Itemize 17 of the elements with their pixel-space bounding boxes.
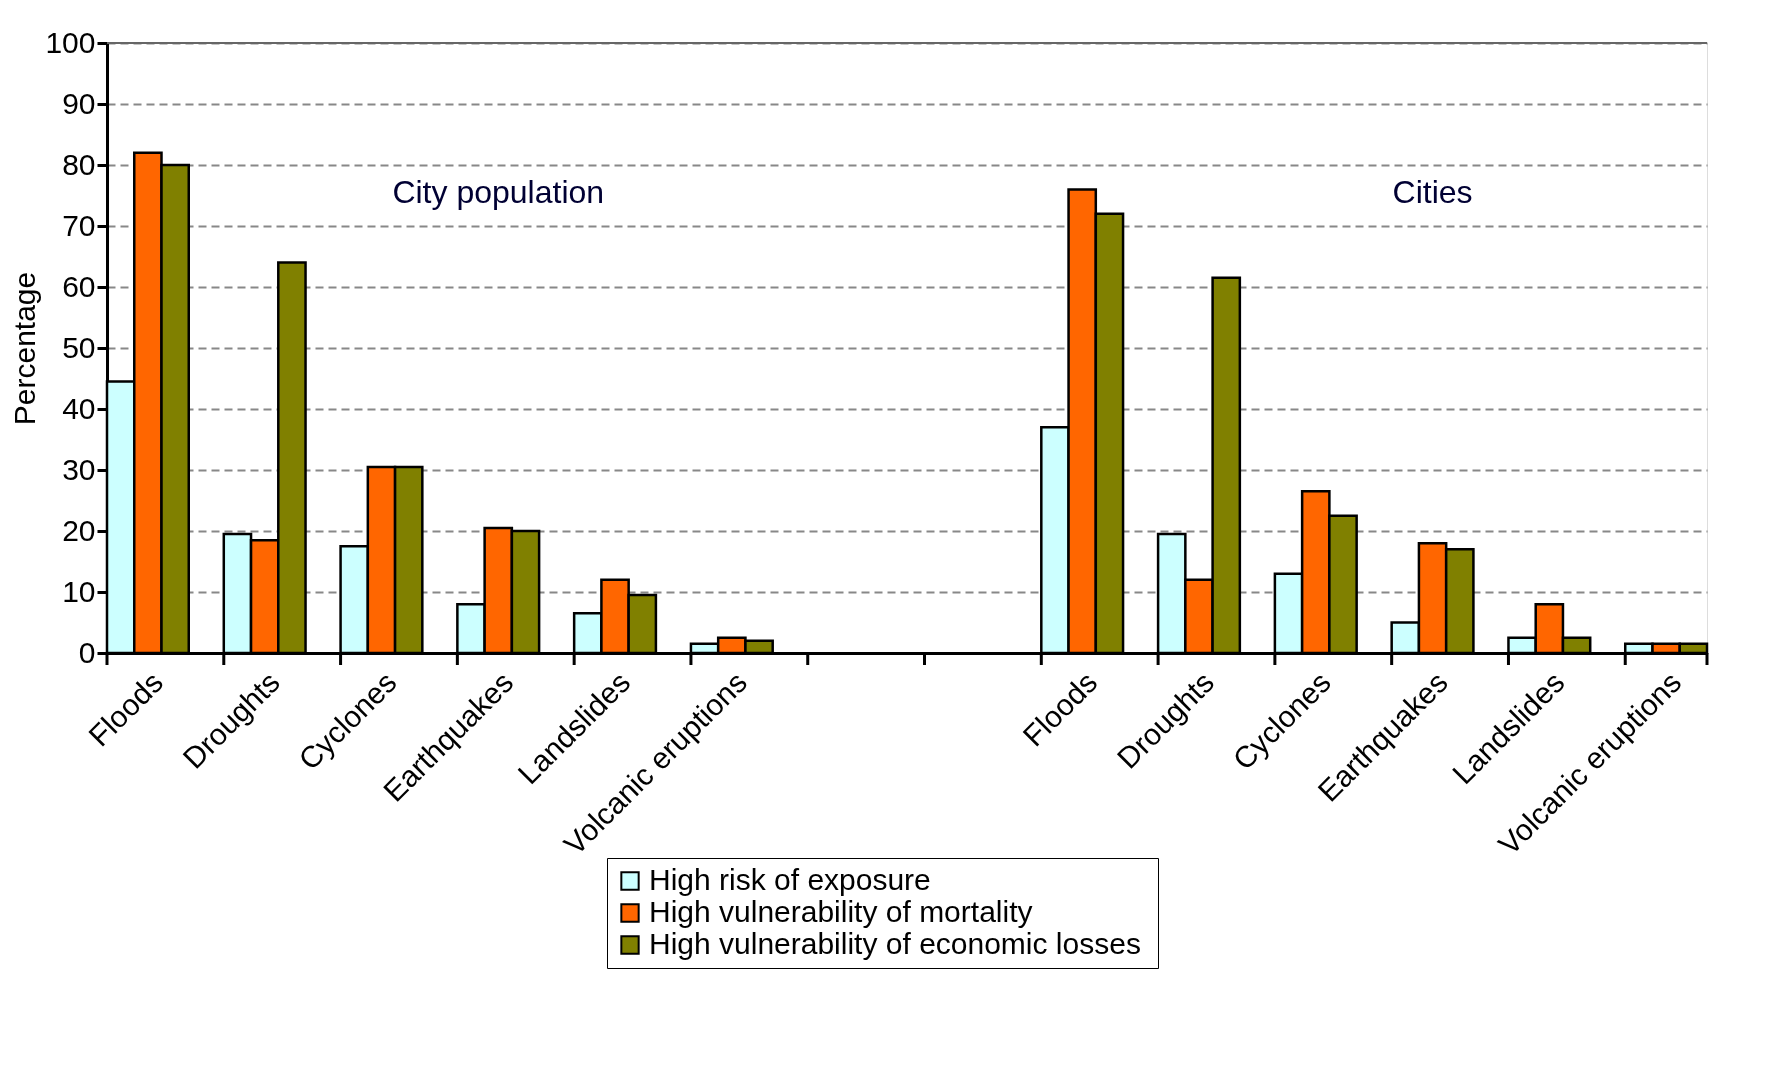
y-tick-label: 20 bbox=[62, 513, 96, 547]
y-tick-label: 50 bbox=[62, 330, 96, 364]
annotation: City population bbox=[392, 174, 605, 210]
y-tick-label: 100 bbox=[45, 25, 96, 59]
annotation: Cities bbox=[1392, 174, 1473, 210]
y-tick-label: 60 bbox=[62, 269, 96, 303]
legend-label: High risk of exposure bbox=[649, 863, 931, 896]
y-tick-label: 10 bbox=[62, 574, 96, 608]
legend-label: High vulnerability of mortality bbox=[649, 895, 1033, 928]
y-tick-label: 70 bbox=[62, 208, 96, 242]
y-tick-label: 90 bbox=[62, 86, 96, 120]
y-tick-label: 80 bbox=[62, 147, 96, 181]
y-tick-label: 40 bbox=[62, 391, 96, 425]
y-tick-label: 30 bbox=[62, 452, 96, 486]
y-axis-title: Percentage bbox=[8, 271, 42, 426]
legend-label: High vulnerability of economic losses bbox=[649, 927, 1141, 960]
y-tick-label: 0 bbox=[78, 635, 96, 669]
